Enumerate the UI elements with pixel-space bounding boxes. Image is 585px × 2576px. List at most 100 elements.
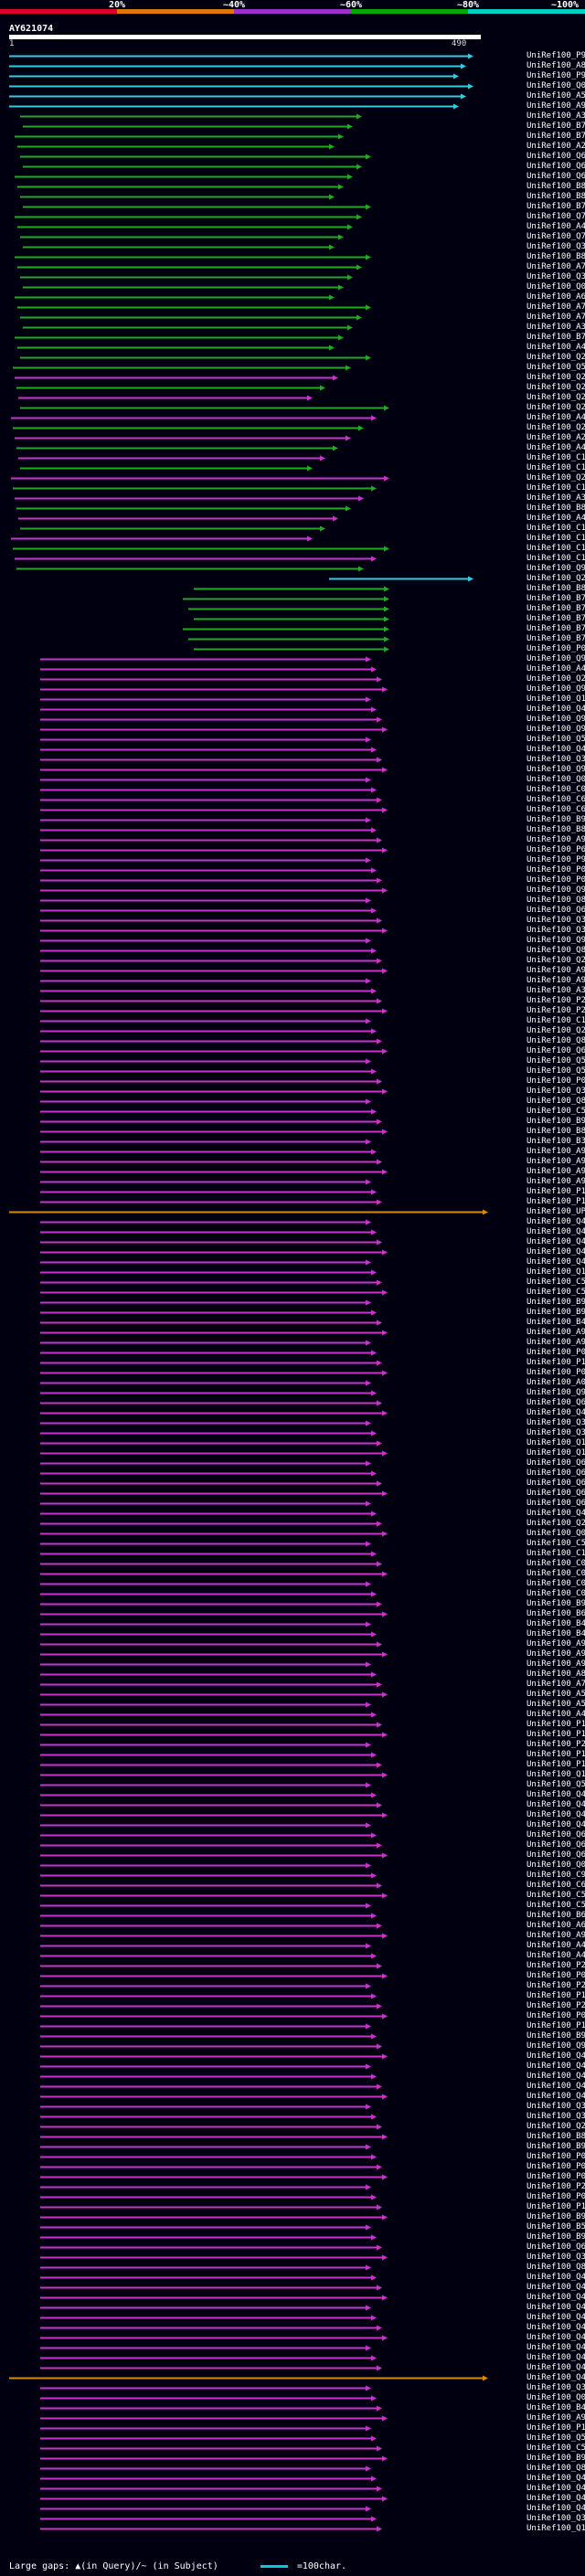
hit-label[interactable]: UniRef100_Q1EP45	[526, 1448, 585, 1458]
hit-label[interactable]: UniRef100_Q9LZT3	[526, 765, 585, 774]
hit-label[interactable]: UniRef100_Q5K257	[526, 735, 585, 744]
hit-label[interactable]: UniRef100_P12469	[526, 2423, 585, 2433]
hit-label[interactable]: UniRef100_C5X7N2	[526, 1107, 585, 1116]
hit-label[interactable]: UniRef100_Q4VV60	[526, 2283, 585, 2292]
hit-label[interactable]: UniRef100_A9S857	[526, 2413, 585, 2422]
hit-label[interactable]: UniRef100_P27493	[526, 1740, 585, 1749]
hit-label[interactable]: UniRef100_A9PHD4	[526, 966, 585, 975]
hit-label[interactable]: UniRef100_P27492	[526, 1961, 585, 1970]
hit-label[interactable]: UniRef100_Q2IA70	[526, 383, 585, 392]
hit-label[interactable]: UniRef100_Q41421	[526, 2082, 585, 2091]
hit-label[interactable]: UniRef100_Q04806	[526, 1529, 585, 1538]
hit-label[interactable]: UniRef100_Q4VV47	[526, 1810, 585, 1819]
hit-label[interactable]: UniRef100_Q40248	[526, 1257, 585, 1267]
hit-label[interactable]: UniRef100_Q01XV1	[526, 282, 585, 292]
hit-label[interactable]: UniRef100_B8LP66	[526, 1127, 585, 1136]
hit-label[interactable]: UniRef100_B8LFJ1	[526, 2132, 585, 2141]
hit-label[interactable]: UniRef100_A4RX15	[526, 343, 585, 352]
hit-label[interactable]: UniRef100_Q4VV50	[526, 2313, 585, 2322]
hit-label[interactable]: UniRef100_A5BH14	[526, 1690, 585, 1699]
hit-label[interactable]: UniRef100_Q4934	[526, 1237, 585, 1246]
hit-label[interactable]: UniRef100_P08222	[526, 1348, 585, 1357]
hit-label[interactable]: UniRef100_C1K5D0	[526, 1549, 585, 1558]
hit-label[interactable]: UniRef100_Q1EPK5	[526, 1438, 585, 1447]
hit-label[interactable]: UniRef100_P07370	[526, 2162, 585, 2171]
hit-label[interactable]: UniRef100_P12328	[526, 1760, 585, 1769]
hit-label[interactable]: UniRef100_P04779	[526, 2011, 585, 2020]
hit-label[interactable]: UniRef100_C5X7H1	[526, 1277, 585, 1287]
hit-label[interactable]: UniRef100_C6TNE6	[526, 795, 585, 804]
hit-label[interactable]: UniRef100_Q64443	[526, 1489, 585, 1498]
hit-label[interactable]: UniRef100_B6STN4	[526, 1609, 585, 1618]
hit-label[interactable]: UniRef100_Q9LKH9	[526, 715, 585, 724]
hit-label[interactable]: UniRef100_C0PGP4	[526, 1569, 585, 1578]
hit-label[interactable]: UniRef100_Q677M7	[526, 1398, 585, 1407]
hit-label[interactable]: UniRef100_P08221	[526, 1368, 585, 1377]
hit-label[interactable]: UniRef100_P69756	[526, 845, 585, 854]
hit-label[interactable]: UniRef100_B4FUH1	[526, 1619, 585, 1628]
hit-label[interactable]: UniRef100_Q41423	[526, 1820, 585, 1829]
hit-label[interactable]: UniRef100_C5XQ82	[526, 1901, 585, 1910]
hit-label[interactable]: UniRef100_Q39831	[526, 755, 585, 764]
hit-label[interactable]: UniRef100_A9NS06	[526, 835, 585, 844]
hit-label[interactable]: UniRef100_B7FL31	[526, 132, 585, 141]
hit-label[interactable]: UniRef100_A9PB62	[526, 1931, 585, 1940]
hit-label[interactable]: UniRef100_B4G143	[526, 2403, 585, 2412]
hit-label[interactable]: UniRef100_C1FG52	[526, 453, 585, 462]
hit-label[interactable]: UniRef100_Q5ENN0	[526, 1066, 585, 1076]
hit-label[interactable]: UniRef100_B4F8B0	[526, 1629, 585, 1638]
hit-label[interactable]: UniRef100_C1N3R1	[526, 524, 585, 533]
hit-label[interactable]: UniRef100_Q4VV48	[526, 1800, 585, 1809]
hit-label[interactable]: UniRef100_Q39730	[526, 2112, 585, 2121]
hit-label[interactable]: UniRef100_Q8M159	[526, 2464, 585, 2473]
hit-label[interactable]: UniRef100_Q6Z891	[526, 172, 585, 181]
hit-label[interactable]: UniRef100_Q40956	[526, 2363, 585, 2372]
hit-label[interactable]: UniRef100_P04777	[526, 875, 585, 885]
hit-label[interactable]: UniRef100_Q32291	[526, 2514, 585, 2523]
hit-label[interactable]: UniRef100_A4QFF7	[526, 222, 585, 231]
hit-label[interactable]: UniRef100_Q1S917	[526, 694, 585, 704]
hit-label[interactable]: UniRef100_Q14090	[526, 2524, 585, 2533]
hit-label[interactable]: UniRef100_A3F6K2	[526, 986, 585, 995]
hit-label[interactable]: UniRef100_Q81391	[526, 946, 585, 955]
hit-label[interactable]: UniRef100_P12329	[526, 1750, 585, 1759]
hit-label[interactable]: UniRef100_P12331	[526, 1991, 585, 2000]
hit-label[interactable]: UniRef100_Q39142	[526, 916, 585, 925]
hit-label[interactable]: UniRef100_C5YXW0	[526, 1539, 585, 1548]
hit-label[interactable]: UniRef100_A7QDL7	[526, 1680, 585, 1689]
hit-label[interactable]: UniRef100_A9NLD5	[526, 1338, 585, 1347]
hit-label[interactable]: UniRef100_Q64448	[526, 1840, 585, 1850]
hit-label[interactable]: UniRef100_C0DPS1	[526, 785, 585, 794]
hit-label[interactable]: UniRef100_Q4VV61	[526, 2273, 585, 2282]
hit-label[interactable]: UniRef100_A9MU18	[526, 1157, 585, 1166]
hit-label[interactable]: UniRef100_B8LE61	[526, 825, 585, 834]
hit-label[interactable]: UniRef100_Q3S062	[526, 1087, 585, 1096]
hit-label[interactable]: UniRef100_C1TYE4	[526, 1016, 585, 1025]
hit-label[interactable]: UniRef100_P12330	[526, 2021, 585, 2030]
hit-label[interactable]: UniRef100_A9NPD6	[526, 1649, 585, 1659]
hit-label[interactable]: UniRef100_C5XQ83	[526, 1891, 585, 1900]
hit-label[interactable]: UniRef100_B8C6G2	[526, 192, 585, 201]
hit-label[interactable]: UniRef100_B7G6N3	[526, 333, 585, 342]
hit-label[interactable]: UniRef100_A4QPJ1	[526, 413, 585, 422]
hit-label[interactable]: UniRef100_Q41004	[526, 1227, 585, 1236]
hit-label[interactable]: UniRef100_P07369	[526, 2152, 585, 2161]
hit-label[interactable]: UniRef100_Q2IA40	[526, 353, 585, 362]
hit-label[interactable]: UniRef100_Q7XYJ1	[526, 232, 585, 241]
hit-label[interactable]: UniRef100_Q09EE6	[526, 775, 585, 784]
hit-label[interactable]: UniRef100_Q4VV51	[526, 2303, 585, 2312]
hit-label[interactable]: UniRef100_Q41425	[526, 2062, 585, 2071]
hit-label[interactable]: UniRef100_A8QJP9	[526, 1670, 585, 1679]
hit-label[interactable]: UniRef100_P13195	[526, 1187, 585, 1196]
hit-label[interactable]: UniRef100_C1MIN8	[526, 463, 585, 472]
hit-label[interactable]: UniRef100_A4F3R3	[526, 1951, 585, 1960]
hit-label[interactable]: UniRef100_B7FR69	[526, 202, 585, 211]
hit-label[interactable]: UniRef100_Q3BYU1	[526, 272, 585, 281]
hit-label[interactable]: UniRef100_P27490	[526, 996, 585, 1005]
hit-label[interactable]: UniRef100_Q4M771	[526, 1408, 585, 1417]
hit-label[interactable]: UniRef100_B9R7S6	[526, 2212, 585, 2221]
hit-label[interactable]: UniRef100_P27492	[526, 2001, 585, 2010]
hit-label[interactable]: UniRef100_Q56MH6	[526, 2433, 585, 2443]
hit-label[interactable]: UniRef100_Q57572	[526, 1780, 585, 1789]
hit-label[interactable]: UniRef100_Q2IA69	[526, 423, 585, 432]
